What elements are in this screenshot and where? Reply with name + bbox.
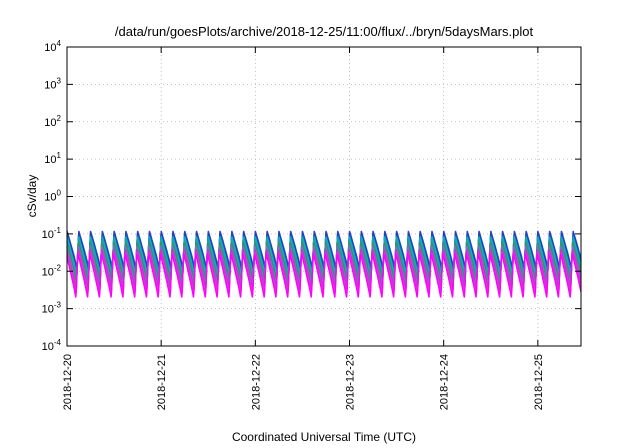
x-tick-label: 2018-12-21 bbox=[156, 354, 168, 410]
y-tick-label: 100 bbox=[44, 189, 61, 204]
series-line bbox=[66, 251, 582, 298]
y-tick-label: 10-2 bbox=[42, 263, 62, 278]
grid bbox=[67, 47, 581, 346]
y-tick-label: 103 bbox=[44, 76, 61, 91]
y-tick-label: 101 bbox=[44, 151, 61, 166]
x-tick-label: 2018-12-25 bbox=[533, 354, 545, 410]
y-tick-label: 104 bbox=[44, 39, 61, 54]
y-axis: 10-4 10-3 10-2 10-1 100 101 102 103 104 bbox=[42, 39, 581, 353]
series-group bbox=[66, 230, 582, 298]
y-tick-label: 10-1 bbox=[42, 226, 62, 241]
x-tick-label: 2018-12-23 bbox=[345, 354, 357, 410]
x-axis-label: Coordinated Universal Time (UTC) bbox=[232, 430, 416, 444]
y-tick-label: 102 bbox=[44, 114, 61, 129]
x-axis: 2018-12-20 2018-12-21 2018-12-22 2018-12-23… bbox=[62, 47, 545, 410]
x-tick-label: 2018-12-20 bbox=[62, 354, 74, 410]
chart-title: /data/run/goesPlots/archive/2018-12-25/1… bbox=[115, 24, 534, 39]
y-axis-label: cSv/day bbox=[25, 175, 39, 218]
x-tick-label: 2018-12-22 bbox=[250, 354, 262, 410]
y-tick-label: 10-3 bbox=[42, 301, 62, 316]
x-tick-label: 2018-12-24 bbox=[439, 354, 451, 410]
y-tick-label: 10-4 bbox=[42, 338, 62, 353]
